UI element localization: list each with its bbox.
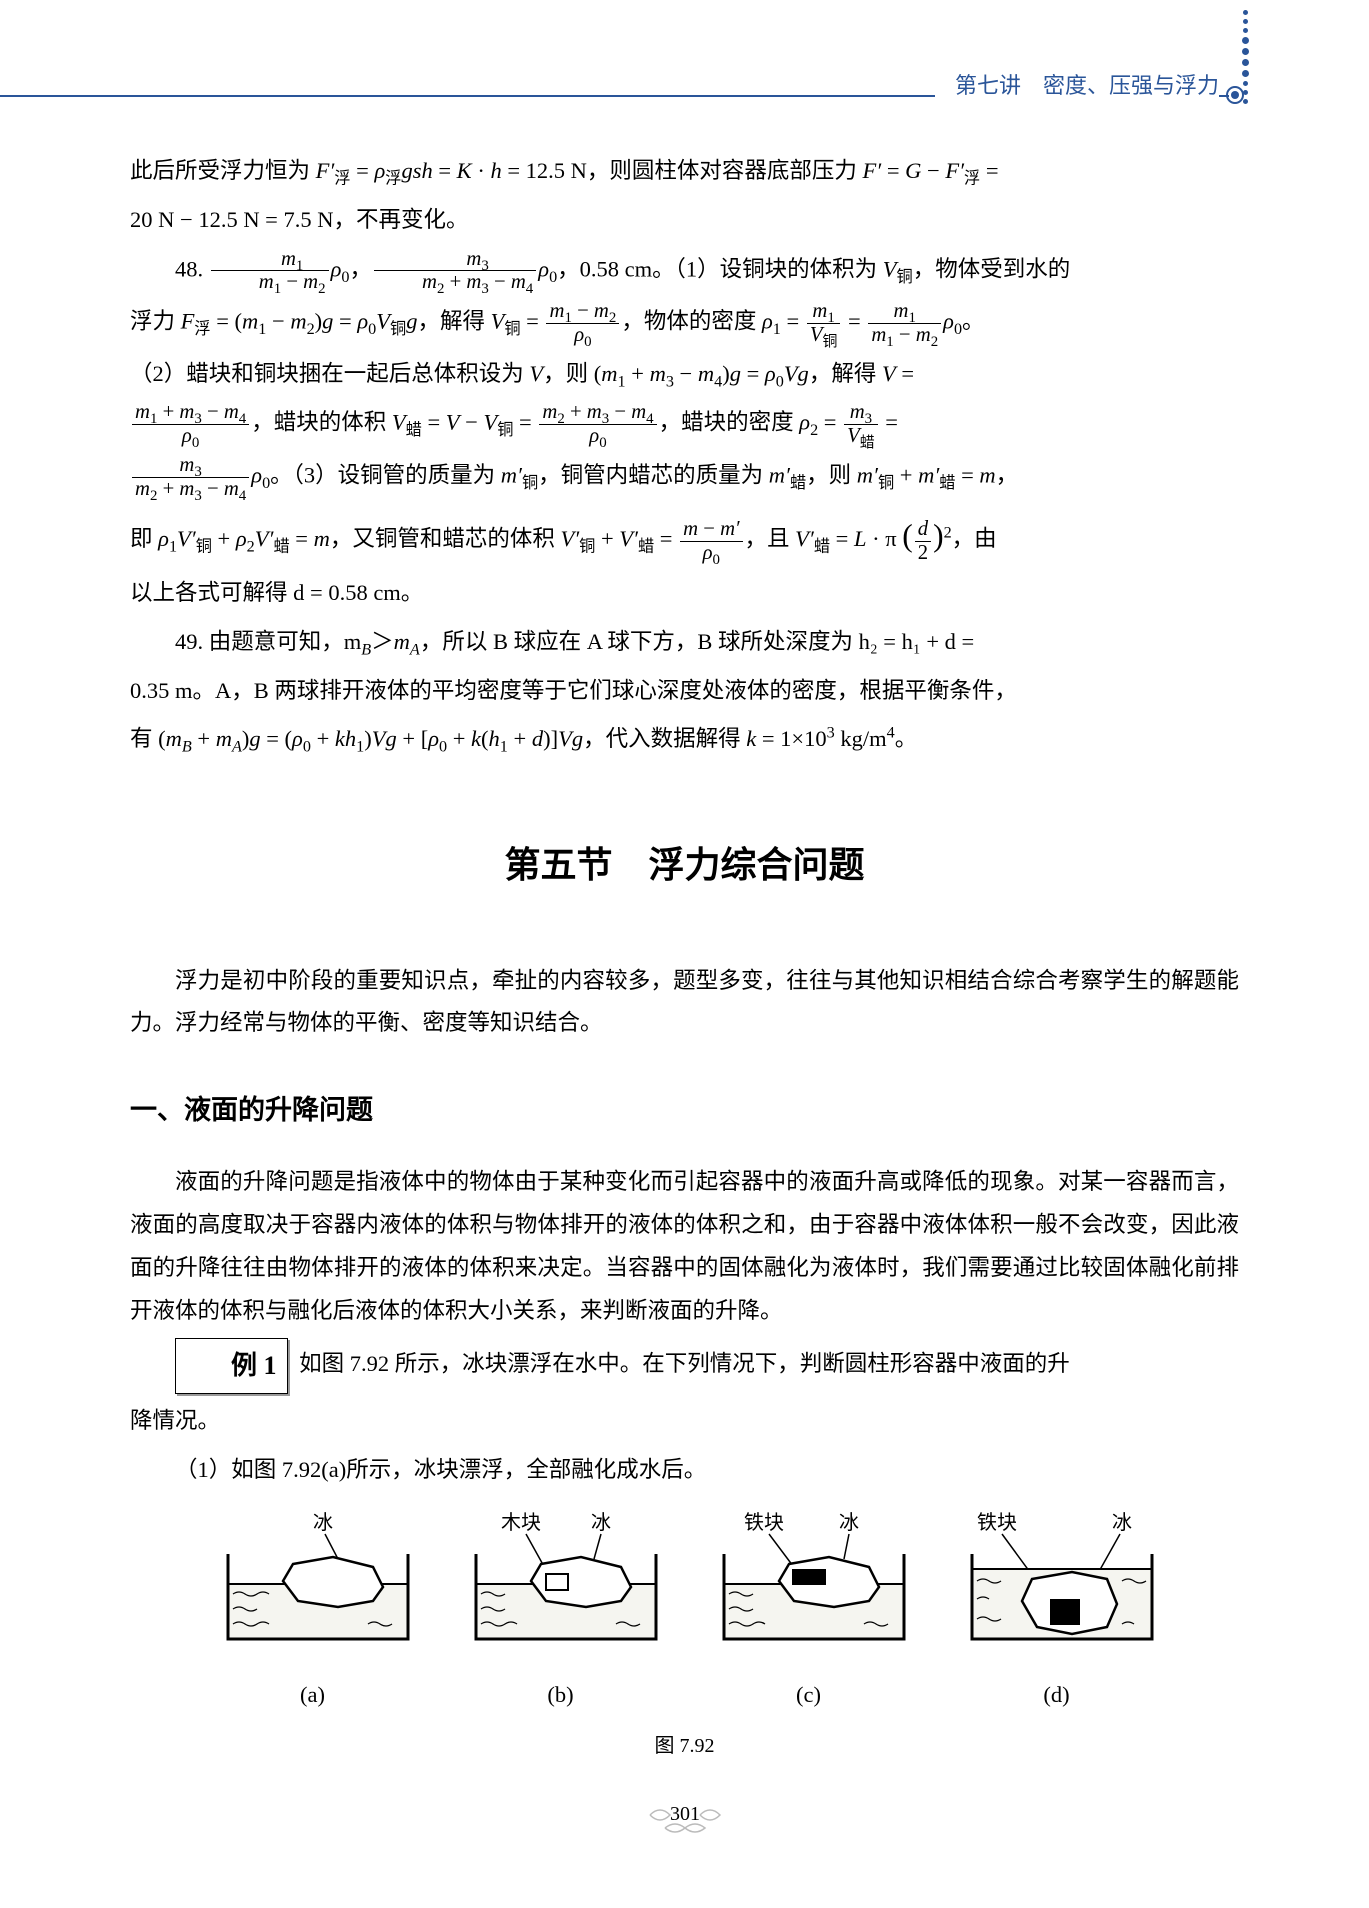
subfig-a: 冰 (a) — [198, 1509, 428, 1717]
svg-text:铁块: 铁块 — [977, 1511, 1017, 1534]
subsection-title: 一、液面的升降问题 — [130, 1085, 1239, 1136]
subfig-c: 铁块 冰 (c) — [694, 1509, 924, 1717]
subfig-a-label: (a) — [198, 1674, 428, 1717]
solution-48-line7: 以上各式可解得 d = 0.58 cm。 — [130, 572, 1239, 615]
label-ice: 冰 — [313, 1511, 333, 1534]
section-title: 第五节 浮力综合问题 — [130, 831, 1239, 899]
subfig-d: 铁块 冰 (d) — [942, 1509, 1172, 1717]
page-number: 301 — [130, 1800, 1239, 1840]
chapter-header: 第七讲 密度、压强与浮力 — [935, 65, 1219, 107]
solution-48-line3: （2）蜡块和铜块捆在一起后总体积设为 V，则 (m1 + m3 − m4)g =… — [130, 353, 1239, 396]
page-content: 此后所受浮力恒为 F′浮 = ρ浮gsh = K · h = 12.5 N，则圆… — [130, 150, 1239, 1840]
svg-text:木块: 木块 — [501, 1511, 541, 1534]
example-tag: 例 1 — [175, 1338, 288, 1393]
figure-7-92: 冰 (a) 木块 冰 — [130, 1509, 1239, 1717]
subfig-b: 木块 冰 (b) — [446, 1509, 676, 1717]
solution-48-line6: 即 ρ1V′铜 + ρ2V′蜡 = m，又铜管和蜡芯的体积 V′铜 + V′蜡 … — [130, 506, 1239, 566]
intro-paragraph: 浮力是初中阶段的重要知识点，牵扯的内容较多，题型多变，往往与其他知识相结合综合考… — [130, 960, 1239, 1046]
subfig-b-label: (b) — [446, 1674, 676, 1717]
page-number-text: 301 — [670, 1803, 700, 1825]
solution-48-line1: 48. m1m1 − m2ρ0，m3m2 + m3 − m4ρ0，0.58 cm… — [130, 248, 1239, 295]
svg-text:冰: 冰 — [1112, 1511, 1132, 1534]
body-paragraph: 液面的升降问题是指液体中的物体由于某种变化而引起容器中的液面升高或降低的现象。对… — [130, 1161, 1239, 1332]
svg-text:冰: 冰 — [839, 1511, 859, 1534]
subfig-d-label: (d) — [942, 1674, 1172, 1717]
solution-47-line1: 此后所受浮力恒为 F′浮 = ρ浮gsh = K · h = 12.5 N，则圆… — [130, 150, 1239, 193]
solution-49-line2: 0.35 m。A，B 两球排开液体的平均密度等于它们球心深度处液体的密度，根据平… — [130, 670, 1239, 713]
solution-49-line3: 有 (mB + mA)g = (ρ0 + kh1)Vg + [ρ0 + k(h1… — [130, 718, 1239, 761]
header-ornament-dots — [1241, 10, 1249, 140]
svg-text:冰: 冰 — [591, 1511, 611, 1534]
solution-49-line1: 49. 由题意可知，mB＞mA，所以 B 球应在 A 球下方，B 球所处深度为 … — [130, 621, 1239, 664]
example-1-cont: 降情况。 — [130, 1400, 1239, 1443]
svg-text:铁块: 铁块 — [744, 1511, 784, 1534]
subfig-c-label: (c) — [694, 1674, 924, 1717]
solution-48-line4: m1 + m3 − m4ρ0，蜡块的体积 V蜡 = V − V铜 = m2 + … — [130, 401, 1239, 448]
example-1: 例 1 如图 7.92 所示，冰块漂浮在水中。在下列情况下，判断圆柱形容器中液面… — [130, 1338, 1239, 1393]
figure-caption: 图 7.92 — [130, 1727, 1239, 1765]
example-1-item1: （1）如图 7.92(a)所示，冰块漂浮，全部融化成水后。 — [130, 1449, 1239, 1492]
solution-48-line5: m3m2 + m3 − m4ρ0。（3）设铜管的质量为 m′铜，铜管内蜡芯的质量… — [130, 454, 1239, 501]
solution-47-line2: 20 N − 12.5 N = 7.5 N，不再变化。 — [130, 199, 1239, 242]
solution-48-line2: 浮力 F浮 = (m1 − m2)g = ρ0V铜g，解得 V铜 = m1 − … — [130, 300, 1239, 347]
